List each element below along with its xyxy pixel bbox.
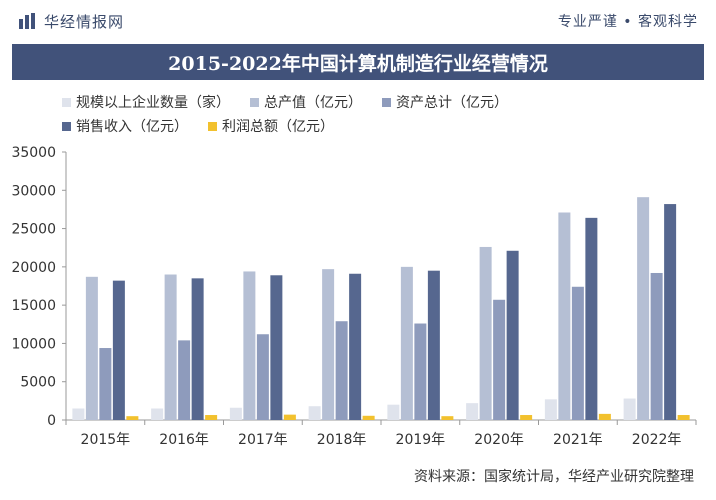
y-tick-label: 15000 (11, 298, 56, 314)
legend-label: 资产总计（亿元） (396, 95, 508, 111)
bar (598, 413, 611, 420)
x-tick-label: 2019年 (396, 432, 446, 448)
legend-swatch (62, 97, 71, 107)
bar (205, 415, 218, 420)
x-tick-label: 2022年 (632, 432, 682, 448)
bar (427, 270, 440, 420)
bar (191, 278, 204, 420)
bar (637, 197, 650, 420)
bar (362, 415, 375, 420)
bar (466, 403, 479, 420)
brand-name: 华经情报网 (44, 12, 125, 31)
bar (256, 334, 269, 420)
legend-swatch (208, 121, 217, 131)
bar (349, 273, 362, 420)
y-tick-label: 10000 (11, 336, 56, 352)
legend-item-profit: 利润总额（亿元） (208, 116, 334, 136)
bar (85, 276, 98, 420)
legend-swatch (62, 121, 71, 131)
bar (585, 217, 598, 420)
legend-row-2: 销售收入（亿元） 利润总额（亿元） (62, 114, 682, 138)
brand-logo-icon (19, 13, 35, 29)
brand: 华经情报网 (18, 11, 124, 32)
x-tick-label: 2017年 (238, 432, 288, 448)
legend-swatch (250, 97, 259, 107)
bar (322, 269, 335, 420)
bar (308, 406, 321, 420)
bar (335, 321, 348, 420)
bar (178, 340, 191, 420)
y-tick-label: 25000 (11, 222, 56, 238)
x-tick-label: 2015年 (81, 432, 131, 448)
legend-label: 总产值（亿元） (264, 95, 362, 111)
bar (270, 275, 283, 420)
bar (387, 404, 400, 420)
x-tick-label: 2016年 (159, 432, 209, 448)
top-bar: 华经情报网 专业严谨 • 客观科学 (0, 0, 716, 42)
legend-item-revenue: 销售收入（亿元） (62, 116, 188, 136)
bar (479, 246, 492, 420)
bar (650, 272, 663, 420)
bar (664, 204, 677, 420)
bar (677, 415, 690, 420)
bar (112, 280, 125, 420)
bar (520, 415, 533, 420)
bar (558, 212, 571, 420)
bar (151, 408, 164, 420)
bar (72, 408, 85, 420)
bar (126, 416, 139, 420)
chart-title: 2015-2022年中国计算机制造行业经营情况 (12, 44, 704, 80)
y-tick-label: 5000 (20, 375, 56, 391)
bar (571, 286, 584, 420)
bar (400, 266, 413, 420)
bar (441, 416, 454, 420)
bar (544, 399, 557, 420)
legend-row-1: 规模以上企业数量（家） 总产值（亿元） 资产总计（亿元） (62, 90, 682, 114)
y-tick-label: 0 (47, 413, 56, 429)
legend-label: 销售收入（亿元） (76, 119, 188, 135)
x-tick-label: 2018年 (317, 432, 367, 448)
y-tick-label: 30000 (11, 183, 56, 199)
legend-item-output: 总产值（亿元） (250, 92, 362, 112)
bar (623, 398, 636, 420)
bar (493, 299, 506, 420)
x-tick-label: 2021年 (553, 432, 603, 448)
bar (283, 414, 296, 420)
y-tick-label: 35000 (11, 145, 56, 161)
bar-chart: 0 5000 10000 15000 20000 25000 30000 35000 2015年… (11, 145, 697, 448)
bar (243, 271, 256, 420)
legend-label: 利润总额（亿元） (222, 119, 334, 135)
legend-label: 规模以上企业数量（家） (76, 95, 230, 111)
bar (164, 274, 177, 420)
bar (229, 407, 242, 420)
bar (506, 250, 519, 420)
x-tick-label: 2020年 (474, 432, 524, 448)
legend-swatch (382, 97, 391, 107)
source-note: 资料来源：国家统计局，华经产业研究院整理 (414, 469, 694, 485)
legend-item-enterprises: 规模以上企业数量（家） (62, 92, 230, 112)
bar (414, 323, 427, 420)
bar (99, 348, 112, 420)
y-tick-label: 20000 (11, 260, 56, 276)
slogan: 专业严谨 • 客观科学 (557, 14, 698, 30)
chart-legend: 规模以上企业数量（家） 总产值（亿元） 资产总计（亿元） 销售收入（亿元） 利润… (62, 90, 682, 138)
legend-item-assets: 资产总计（亿元） (382, 92, 508, 112)
